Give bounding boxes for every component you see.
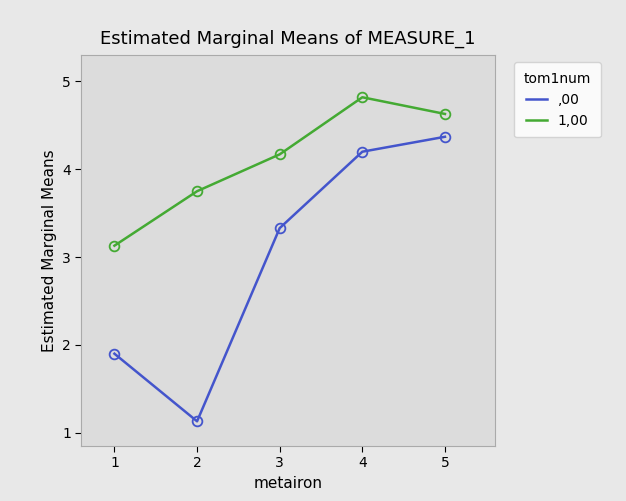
- Title: Estimated Marginal Means of MEASURE_1: Estimated Marginal Means of MEASURE_1: [100, 30, 476, 48]
- X-axis label: metairon: metairon: [254, 476, 322, 491]
- Y-axis label: Estimated Marginal Means: Estimated Marginal Means: [41, 149, 56, 352]
- Legend: ,00, 1,00: ,00, 1,00: [514, 62, 601, 137]
